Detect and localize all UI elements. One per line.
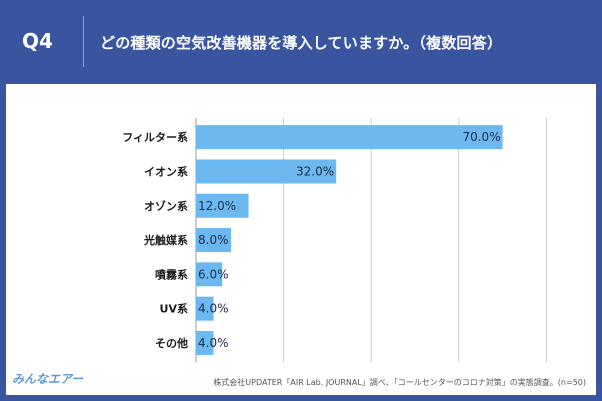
bar	[196, 159, 337, 184]
category-label: オゾン系	[144, 199, 188, 213]
bar	[196, 228, 232, 253]
question-text: どの種類の空気改善機器を導入していますか。（複数回答）	[100, 34, 503, 52]
bar	[196, 296, 214, 321]
value-label: 6.0%	[198, 267, 229, 281]
value-label: 4.0%	[198, 302, 229, 316]
bar	[196, 262, 223, 287]
category-label: イオン系	[144, 164, 188, 178]
value-label: 32.0%	[296, 164, 334, 178]
bar	[196, 125, 503, 150]
value-label: 4.0%	[198, 336, 229, 350]
category-label: 噴霧系	[155, 267, 188, 281]
header-divider	[83, 16, 84, 67]
source-note: 株式会社UPDATER「AIR Lab. JOURNAL」調べ、「コールセンター…	[213, 378, 586, 387]
category-label: その他	[155, 336, 188, 350]
value-label: 70.0%	[462, 130, 500, 144]
bar	[196, 193, 249, 218]
value-label: 8.0%	[198, 233, 229, 247]
value-label: 12.0%	[198, 199, 236, 213]
category-label: UV系	[160, 302, 188, 316]
brand-logo: みんなエアー	[12, 372, 84, 386]
category-label: 光触媒系	[143, 233, 188, 247]
category-label: フィルター系	[122, 130, 188, 144]
bar	[196, 330, 214, 355]
question-number: Q4	[22, 29, 53, 53]
header: Q4 どの種類の空気改善機器を導入していますか。（複数回答）	[0, 0, 602, 84]
